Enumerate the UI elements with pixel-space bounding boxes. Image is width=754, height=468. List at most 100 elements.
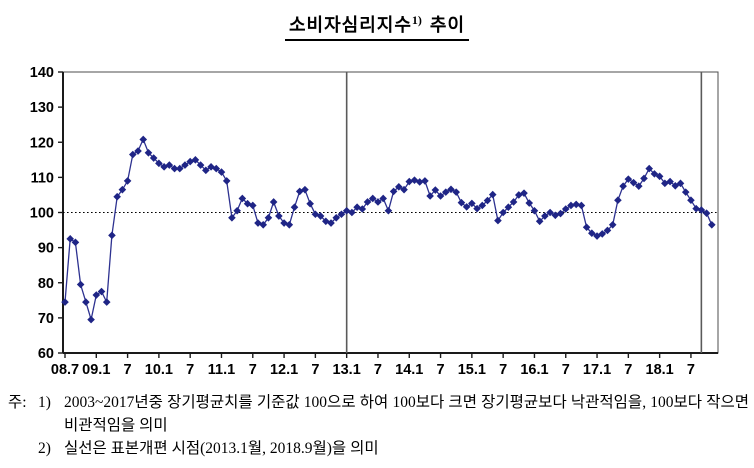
ccsi-data-marker [676,179,685,188]
ccsi-data-marker [149,154,158,162]
ccsi-data-marker [509,198,518,206]
ccsi-data-marker [160,163,168,171]
note-label: 주: [8,394,27,411]
ccsi-data-marker [702,209,711,218]
ccsi-data-marker [593,232,601,240]
x-tick-label: 18.1 [646,362,674,378]
ccsi-data-marker [113,192,121,201]
ccsi-data-marker [624,175,633,183]
x-tick-label: 7 [437,362,445,378]
ccsi-data-marker [431,186,440,194]
ccsi-data-marker [332,213,341,222]
ccsi-data-marker [546,208,554,217]
ccsi-data-marker [697,206,706,214]
ccsi-data-marker [82,298,90,306]
ccsi-data-marker [316,212,325,220]
ccsi-data-marker [222,177,231,185]
ccsi-data-marker [374,198,382,206]
ccsi-data-marker [358,205,367,213]
y-tick-label: 90 [38,241,54,257]
ccsi-data-marker [129,150,137,159]
x-tick-label: 09.1 [82,362,110,378]
ccsi-data-marker [421,177,429,185]
ccsi-data-marker [228,213,236,222]
ccsi-data-marker [233,206,241,215]
ccsi-data-marker [515,191,523,199]
ccsi-data-marker [175,164,184,173]
ccsi-data-marker [254,219,262,227]
ccsi-data-marker [337,210,346,219]
ccsi-data-marker [468,199,476,208]
ccsi-data-marker [248,201,257,210]
ccsi-data-marker [290,203,299,212]
ccsi-data-marker [561,205,570,213]
ccsi-data-marker [582,223,591,232]
x-tick-label: 7 [687,362,695,378]
ccsi-data-marker [108,231,116,240]
ccsi-data-marker [191,156,200,164]
y-tick-label: 110 [31,170,54,186]
ccsi-data-marker [541,212,549,220]
ccsi-data-marker [71,238,80,247]
y-tick-label: 60 [38,346,54,362]
ccsi-data-marker [671,182,680,190]
chart-title-underline: 소비자심리지수1) 추이 [284,11,470,41]
ccsi-data-marker [207,163,215,171]
ccsi-data-marker [92,291,101,299]
note-text: 실선은 표본개편 시점(2013.1월, 2018.9월)을 의미 [64,440,379,457]
ccsi-data-marker [400,185,408,194]
note-marker: 1) [38,394,51,411]
ccsi-data-marker [494,216,502,225]
y-tick-label: 80 [38,276,54,292]
x-tick-label: 7 [249,362,257,378]
ccsi-data-marker [666,177,674,186]
chart-svg: 60 70 80 90 100 110 120 130 140 08.7 09.1 7 10.1 7 11.… [30,65,719,378]
note-item: 주: 1) 2003~2017년중 장기평균치를 기준값 100으로 하여 10… [8,391,749,437]
ccsi-data-marker [530,206,539,215]
ccsi-data-marker [379,194,387,203]
x-tick-label: 15.1 [458,362,486,378]
ccsi-data-marker [504,203,513,212]
x-tick-label: 7 [624,362,632,378]
ccsi-data-marker [405,177,414,186]
ccsi-data-marker [186,157,194,166]
y-tick-label: 130 [30,100,54,116]
x-tick-label: 7 [124,362,132,378]
ccsi-data-marker [483,196,492,205]
ccsi-data-marker [295,187,304,196]
x-tick-label: 12.1 [270,362,298,378]
ccsi-data-marker [535,217,544,226]
ccsi-data-marker [285,220,294,229]
y-tick-label: 100 [30,206,54,222]
ccsi-data-marker [447,185,455,194]
chart-title: 소비자심리지수1) 추이 [0,11,754,41]
x-tick-label: 7 [562,362,570,378]
ccsi-data-marker [202,166,210,175]
x-tick-label: 08.7 [51,362,79,378]
chart-title-main: 소비자심리지수 [288,15,412,35]
ccsi-data-marker [327,219,335,227]
x-tick-label: 7 [374,362,382,378]
note-marker: 2) [38,440,51,457]
ccsi-data-marker [598,230,607,238]
y-tick-label: 120 [30,135,54,151]
ccsi-data-marker [478,201,487,210]
ccsi-data-marker [681,188,690,196]
footnotes: 주: 1) 2003~2017년중 장기평균치를 기준값 100으로 하여 10… [8,391,749,460]
ccsi-data-marker [577,201,586,210]
ccsi-data-marker [238,194,247,203]
ccsi-data-marker [525,199,534,207]
ccsi-data-marker [87,315,95,324]
x-tick-label: 7 [186,362,194,378]
ccsi-data-marker [645,164,654,173]
ccsi-data-marker [134,147,142,155]
ccsi-data-marker [348,208,356,217]
ccsi-data-marker [342,206,351,215]
ccsi-data-marker [368,194,377,203]
ccsi-data-marker [488,190,497,199]
ccsi-data-marker [619,182,627,190]
chart-title-superscript: 1) [411,13,422,27]
ccsi-data-marker [363,198,372,206]
ccsi-data-marker [76,280,85,289]
